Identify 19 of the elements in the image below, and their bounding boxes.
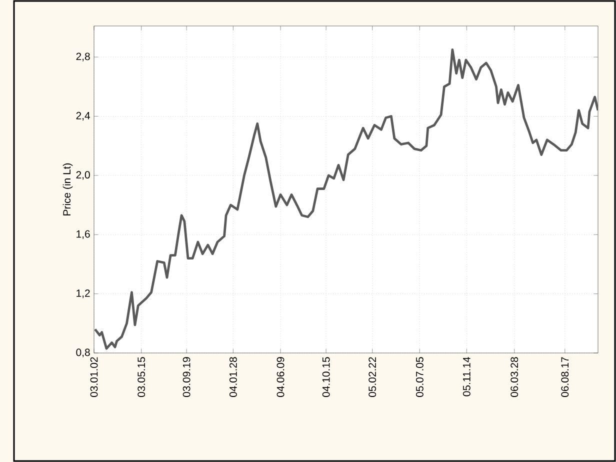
x-tick-label: 03.05.15 xyxy=(138,357,146,397)
x-tick-label: 05.07.05 xyxy=(416,357,424,397)
x-tick-label: 03.09.19 xyxy=(182,357,190,397)
x-tick-label: 06.03.28 xyxy=(510,357,518,397)
y-tick-label: 2,0 xyxy=(76,171,90,180)
x-tick-label: 05.11.14 xyxy=(462,356,470,396)
y-tick-label: 2,8 xyxy=(76,52,90,62)
x-tick-label: 03.01.02 xyxy=(90,357,98,397)
x-tick-label: 05.02.22 xyxy=(368,357,376,397)
y-axis-title: Price (in Lt) xyxy=(62,163,73,216)
line-series xyxy=(94,48,598,350)
x-tick-label: 04.06.09 xyxy=(276,357,284,397)
y-tick-label: 1,6 xyxy=(76,230,90,239)
x-tick-label: 06.08.17 xyxy=(561,357,569,397)
y-tick-label: 1,2 xyxy=(76,289,90,298)
x-tick-label: 04.10.15 xyxy=(322,357,330,397)
x-tick-label: 04.01.28 xyxy=(229,357,237,397)
y-tick-label: 2,4 xyxy=(76,112,90,121)
y-tick-label: 0,8 xyxy=(76,348,90,358)
